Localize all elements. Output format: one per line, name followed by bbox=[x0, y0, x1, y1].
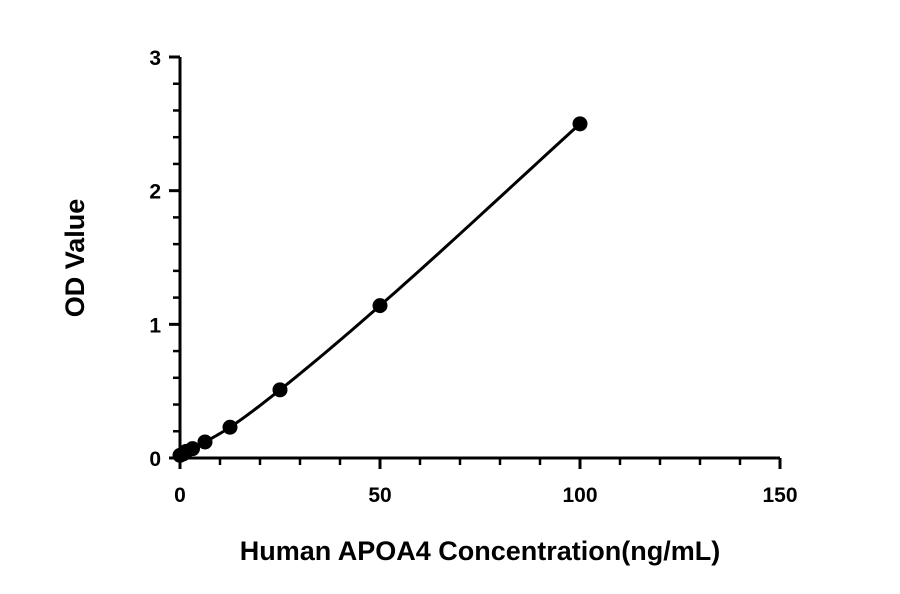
data-points bbox=[172, 116, 588, 463]
y-tick-label: 1 bbox=[149, 314, 161, 337]
x-tick-label: 0 bbox=[174, 484, 186, 507]
ticks: 0 50 100 150 0 1 2 3 bbox=[149, 47, 797, 507]
y-tick-label: 3 bbox=[149, 47, 161, 70]
data-point bbox=[197, 434, 213, 450]
axes bbox=[178, 57, 780, 460]
data-point bbox=[272, 382, 288, 398]
y-axis-title: OD Value bbox=[60, 199, 90, 318]
x-tick-label: 100 bbox=[562, 484, 597, 507]
y-tick-label: 2 bbox=[149, 181, 161, 204]
data-point bbox=[372, 298, 388, 314]
y-tick-label: 0 bbox=[149, 448, 161, 471]
data-point bbox=[222, 419, 238, 435]
fit-curve-group bbox=[179, 122, 582, 457]
fit-curve bbox=[179, 122, 582, 457]
x-axis-title: Human APOA4 Concentration(ng/mL) bbox=[240, 536, 721, 566]
data-point bbox=[572, 116, 588, 132]
data-point bbox=[185, 441, 201, 457]
x-tick-label: 150 bbox=[762, 484, 797, 507]
x-tick-label: 50 bbox=[368, 484, 391, 507]
